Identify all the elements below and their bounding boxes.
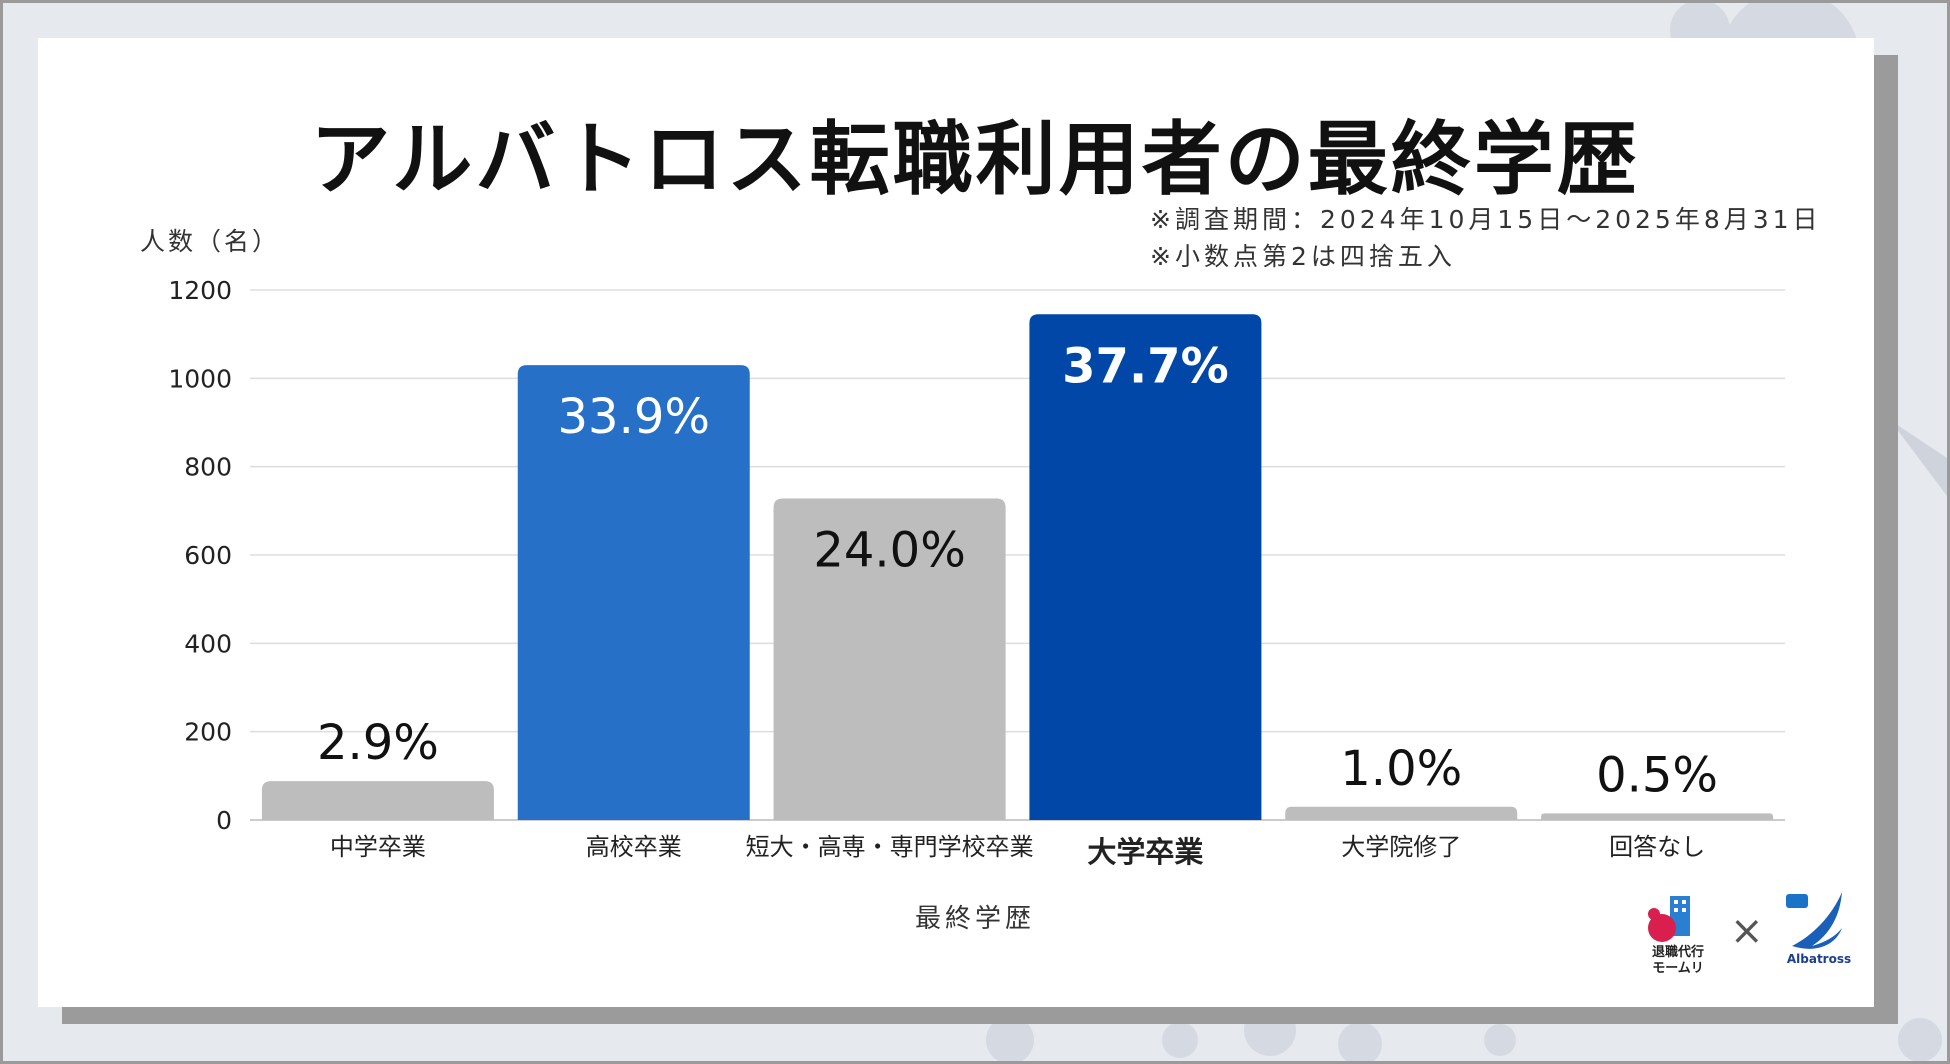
albatross-logo-text: Albatross xyxy=(1786,952,1852,966)
x-tick-label: 回答なし xyxy=(1609,833,1705,861)
bar xyxy=(261,781,494,820)
times-separator: × xyxy=(1730,908,1764,954)
y-tick-label: 600 xyxy=(184,541,232,570)
data-label: 0.5% xyxy=(1596,747,1718,803)
albatross-logo-icon xyxy=(1786,892,1842,949)
y-tick-label: 800 xyxy=(184,453,232,482)
x-tick-label: 大学院修了 xyxy=(1341,833,1461,861)
rounding-note: ※小数点第2は四捨五入 xyxy=(1150,242,1456,271)
data-label: 1.0% xyxy=(1340,741,1462,797)
x-tick-label: 中学卒業 xyxy=(330,833,426,861)
x-tick-label: 大学卒業 xyxy=(1087,835,1203,869)
survey-period-note: ※調査期間：2024年10月15日〜2025年8月31日 xyxy=(1150,205,1822,234)
y-tick-label: 1200 xyxy=(168,276,232,305)
y-tick-label: 400 xyxy=(184,629,232,658)
y-axis-label: 人数（名） xyxy=(140,227,281,256)
momuri-logo-icon xyxy=(1648,896,1690,942)
y-tick-label: 200 xyxy=(184,718,232,747)
momuri-logo-text: 退職代行 モームリ xyxy=(1651,945,1704,976)
data-label: 37.7% xyxy=(1062,338,1229,394)
x-tick-label: 高校卒業 xyxy=(586,833,682,861)
chart-title: アルバトロス転職利用者の最終学歴 xyxy=(310,113,1640,206)
bar xyxy=(1541,813,1774,820)
x-axis-label: 最終学歴 xyxy=(914,904,1035,934)
x-tick-label: 短大・高専・専門学校卒業 xyxy=(746,833,1034,861)
bar xyxy=(1029,314,1262,820)
bar xyxy=(517,365,750,820)
y-tick-label: 1000 xyxy=(168,364,232,393)
y-tick-label: 0 xyxy=(216,806,232,835)
bar xyxy=(1285,806,1518,820)
data-label: 24.0% xyxy=(813,522,965,578)
data-label: 33.9% xyxy=(558,389,710,445)
bar xyxy=(773,498,1006,820)
data-label: 2.9% xyxy=(317,715,439,771)
